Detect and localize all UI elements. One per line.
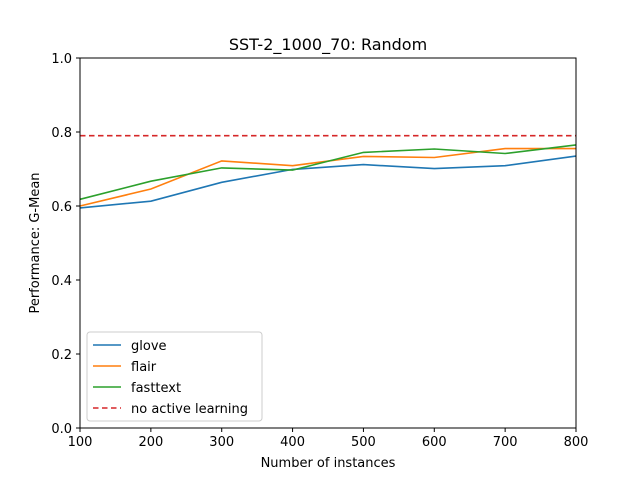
series-line-glove	[79, 155, 577, 209]
x-tick-label: 300	[209, 435, 234, 450]
y-tick-label: 0.6	[51, 200, 72, 215]
x-axis-ticks: 100 200 300 400 500 600 700 800	[68, 428, 589, 450]
y-tick-label: 0.2	[51, 348, 72, 363]
x-tick-label: 100	[68, 435, 93, 450]
series-line-fasttext	[79, 144, 577, 201]
y-tick-label: 1.0	[51, 52, 72, 67]
y-axis-label: Performance: G-Mean	[28, 172, 43, 313]
legend: glove flair fasttext no active learning	[86, 331, 263, 422]
x-tick-label: 700	[493, 435, 518, 450]
plot-frame	[79, 57, 577, 429]
x-axis-label: Number of instances	[261, 456, 396, 471]
y-axis-ticks: 0.0 0.2 0.4 0.6 0.8 1.0	[51, 52, 80, 437]
y-tick-label: 0.8	[51, 126, 72, 141]
x-tick-label: 600	[422, 435, 447, 450]
legend-label: no active learning	[131, 402, 248, 417]
legend-label: glove	[131, 339, 167, 354]
plot-lines	[79, 134, 577, 209]
x-tick-label: 500	[351, 435, 376, 450]
x-tick-label: 200	[138, 435, 163, 450]
y-tick-label: 0.0	[51, 422, 72, 437]
y-tick-label: 0.4	[51, 274, 72, 289]
x-tick-label: 400	[280, 435, 305, 450]
legend-box	[86, 331, 263, 422]
x-tick-label: 800	[564, 435, 589, 450]
legend-label: fasttext	[131, 381, 181, 396]
chart-title: SST-2_1000_70: Random	[229, 35, 427, 55]
legend-label: flair	[131, 360, 157, 375]
